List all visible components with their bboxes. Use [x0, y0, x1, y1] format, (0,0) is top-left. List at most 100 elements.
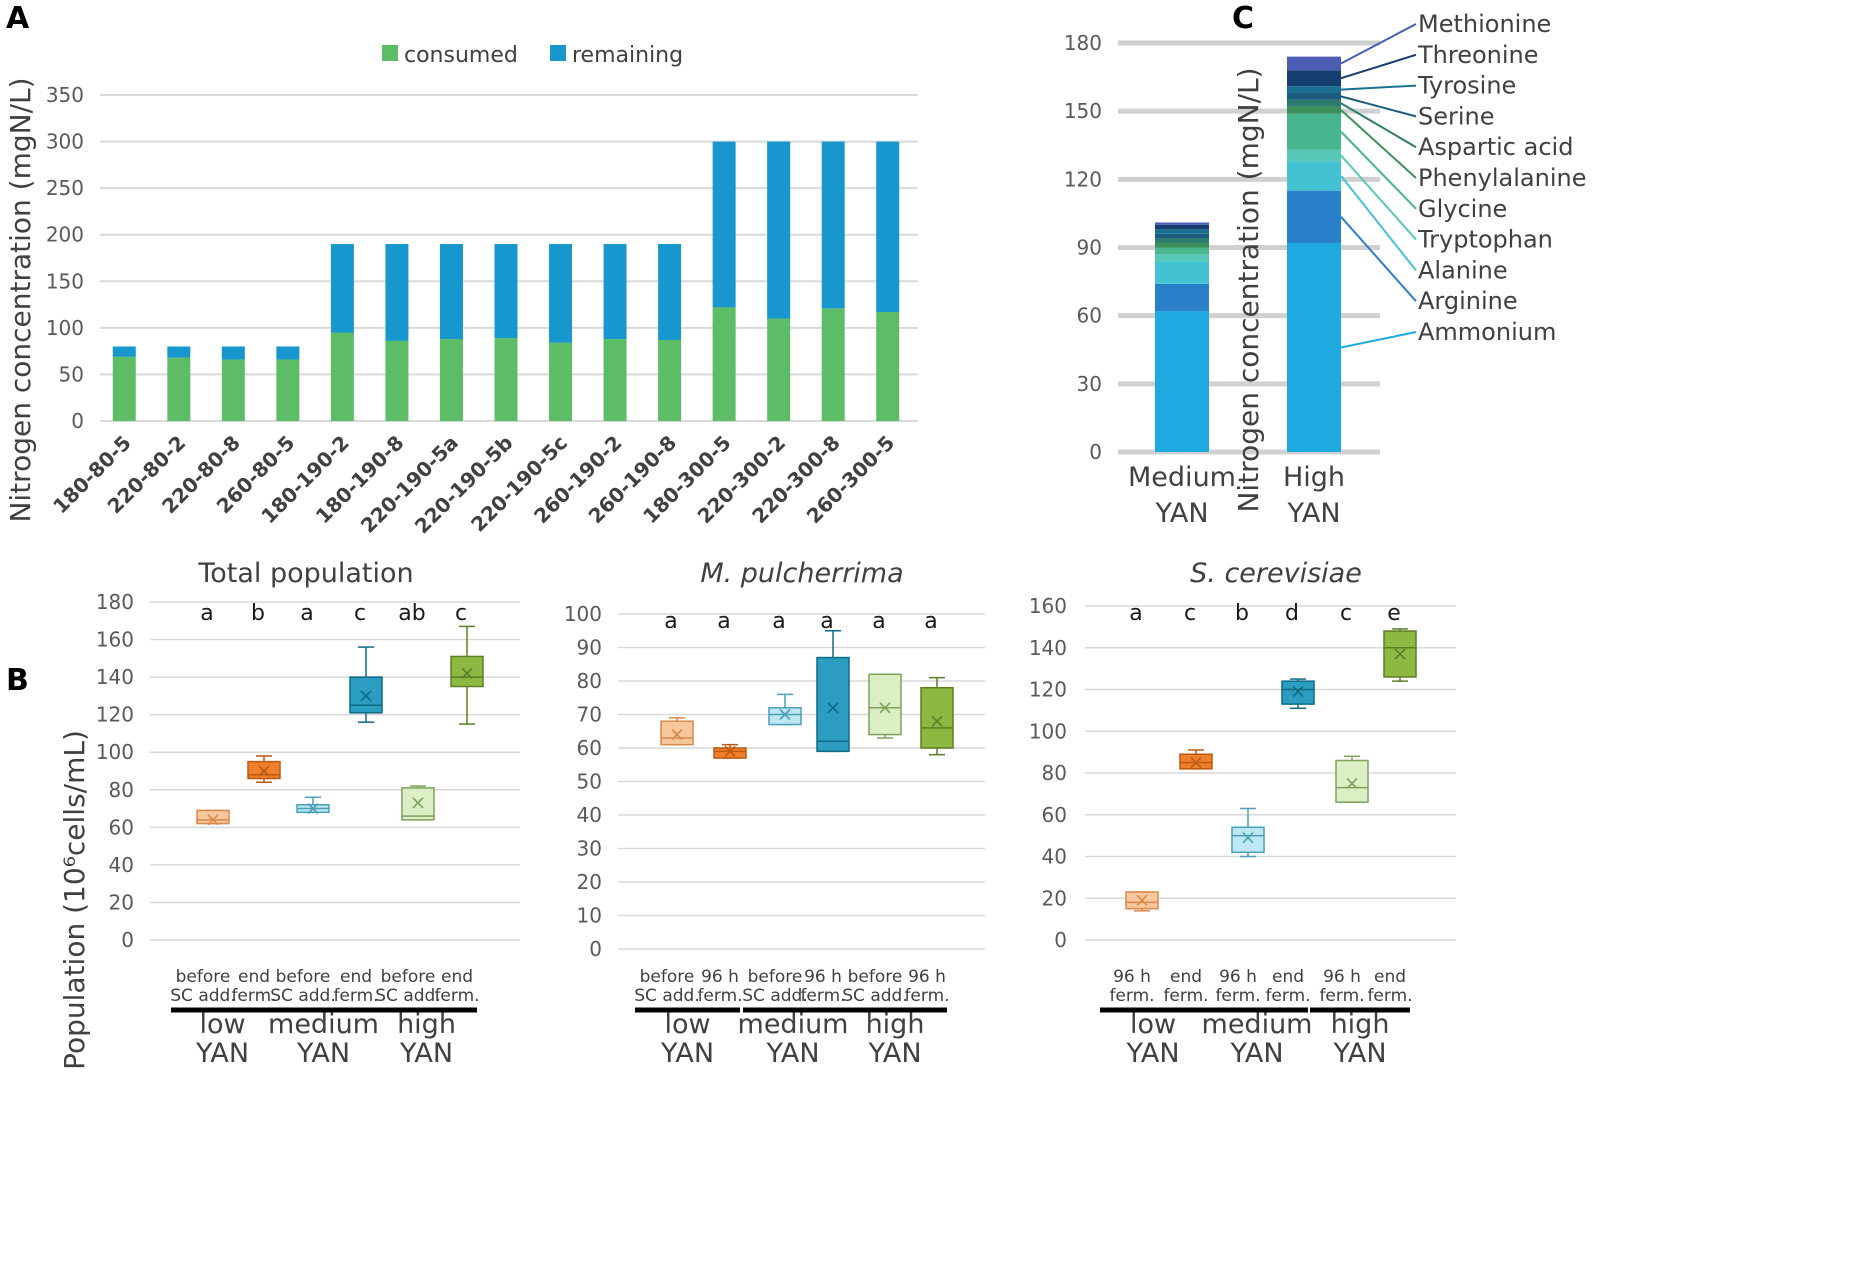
panel-a-bar-remaining: [330, 244, 354, 333]
panel-b-y-tick: 100: [564, 602, 602, 626]
panel-b-x-label: 96 h: [1113, 967, 1151, 987]
panel-c-series-label: Alanine: [1418, 256, 1508, 284]
panel-b-group-label: high: [866, 1009, 925, 1040]
panel-b-group-label: medium: [268, 1009, 379, 1040]
panel-b-subplot-title: M. pulcherrima: [700, 558, 903, 589]
panel-b-group-label: high: [397, 1009, 456, 1040]
panel-c-leader-line: [1340, 95, 1417, 118]
panel-b-y-tick: 0: [589, 937, 602, 961]
panel-b-x-label: end: [1272, 967, 1304, 987]
panel-b-group-label: medium: [1202, 1009, 1313, 1040]
panel-b-x-label: SC add.: [742, 986, 807, 1006]
panel-b-box: [816, 656, 850, 753]
panel-a-legend: consumed remaining: [382, 43, 683, 68]
panel-a-bar-remaining: [658, 244, 682, 340]
panel-b-x-label: before: [276, 967, 331, 987]
panel-b-y-tick: 50: [577, 770, 602, 794]
panel-a-bar-consumed: [549, 342, 573, 421]
panel-c-series-label: Phenylalanine: [1418, 164, 1586, 192]
panel-b-subplot-title: S. cerevisiae: [1190, 558, 1362, 589]
panel-b-significance-letter: c: [354, 601, 366, 626]
panel-a-bar-consumed: [876, 312, 900, 421]
panel-b-group-label: low: [199, 1009, 245, 1040]
panel-b-subplot-title: Total population: [197, 558, 413, 589]
panel-b-y-tick: 20: [1042, 886, 1067, 910]
panel-c-series-label: Ammonium: [1418, 318, 1556, 346]
panel-b-x-label: 96 h: [701, 967, 739, 987]
panel-b-box: [768, 707, 802, 726]
panel-c-series-label: Methionine: [1418, 10, 1551, 38]
panel-a-bar-consumed: [221, 359, 245, 421]
panel-b-y-tick: 160: [96, 628, 134, 652]
panel-c-leader-line: [1340, 109, 1417, 179]
panel-b-y-tick: 180: [96, 590, 134, 614]
panel-b-significance-letter: a: [924, 609, 937, 634]
panel-b-y-tick: 0: [121, 928, 134, 952]
panel-b-mean-marker: [827, 702, 839, 714]
panel-b-group-label: YAN: [1332, 1038, 1386, 1069]
panel-a-bar-consumed: [330, 332, 354, 421]
panel-b-y-tick: 80: [577, 669, 602, 693]
panel-b-y-tick: 40: [109, 853, 134, 877]
panel-a-bar-remaining: [712, 141, 736, 308]
panel-b-significance-letter: a: [1129, 601, 1142, 626]
panel-b-significance-letter: d: [1285, 601, 1299, 626]
panel-a-y-tick: 350: [46, 83, 84, 107]
panel-c-bar-segment-arginine: [1287, 190, 1341, 243]
panel-a-y-tick: 300: [46, 130, 84, 154]
panel-b-significance-letter: c: [1184, 601, 1196, 626]
panel-a-y-tick: 100: [46, 316, 84, 340]
panel-a-y-axis-title: Nitrogen concentration (mgN/L): [4, 77, 37, 522]
panel-b-mean-marker: [1136, 894, 1148, 906]
panel-b-x-label: before: [176, 967, 231, 987]
panel-b-significance-letter: a: [300, 601, 313, 626]
panel-letter-c: C: [1232, 1, 1254, 36]
panel-a-bar-remaining: [439, 244, 463, 340]
panel-c-bar-segment-alanine: [1155, 261, 1209, 284]
panel-b-group-label: YAN: [660, 1038, 714, 1069]
panel-c-x-tick: YAN: [1154, 498, 1208, 529]
panel-b-mean-marker: [931, 715, 943, 727]
panel-b-x-label: ferm.: [434, 986, 479, 1006]
panel-b-group-label: YAN: [1125, 1038, 1179, 1069]
panel-c-bar-segment-methionine: [1287, 56, 1341, 71]
panel-b-significance-letter: a: [772, 609, 785, 634]
panel-a-bar-consumed: [494, 338, 518, 421]
legend-swatch-consumed: [382, 45, 398, 61]
panel-c-y-tick: 60: [1077, 304, 1102, 328]
panel-b-charts: Population (10⁶cells/mL) Total populatio…: [58, 558, 1456, 1070]
panel-c-leader-line: [1340, 23, 1417, 65]
panel-b-box: [868, 673, 902, 736]
panel-c-series-label: Threonine: [1417, 41, 1539, 69]
panel-c-bar-segment-tyrosine: [1287, 86, 1341, 93]
panel-c-y-tick: 0: [1089, 440, 1102, 464]
panel-c-series-label: Serine: [1418, 102, 1495, 130]
panel-a-bar-consumed: [821, 308, 845, 421]
panel-b-mean-marker: [1292, 686, 1304, 698]
panel-a-bar-consumed: [439, 339, 463, 421]
panel-b-x-label: end: [340, 967, 372, 987]
panel-a-y-tick: 150: [46, 269, 84, 293]
panel-c-bar-segment-glycine: [1287, 113, 1341, 150]
panel-a-bar-consumed: [767, 318, 791, 421]
panel-c-bar-segment-threonine: [1287, 70, 1341, 87]
panel-b-box: [196, 809, 230, 825]
panel-b-mean-marker: [207, 814, 219, 826]
panel-a-bar-remaining: [167, 346, 191, 358]
panel-c-chart: 0 30 60 90 120 150 180 Medium YAN High YAN Methio…: [1064, 10, 1587, 529]
panel-b-mean-marker: [879, 702, 891, 714]
panel-b-x-label: ferm.: [1109, 986, 1154, 1006]
panel-b-mean-marker: [724, 745, 736, 757]
panel-b-significance-letter: b: [251, 601, 265, 626]
panel-b-box: [1231, 826, 1265, 854]
panel-c-x-tick: Medium: [1128, 462, 1236, 493]
panel-b-group-label: YAN: [195, 1038, 249, 1069]
panel-b-group-label: low: [1130, 1009, 1176, 1040]
panel-c-bar-segment-tryptophan: [1287, 149, 1341, 162]
panel-c-bar-segment-tyrosine: [1155, 229, 1209, 234]
panel-b-group-label: YAN: [765, 1038, 819, 1069]
panel-b-x-label: ferm.: [1163, 986, 1208, 1006]
panel-letter-b: B: [6, 663, 29, 698]
panel-b-y-tick: 120: [96, 703, 134, 727]
